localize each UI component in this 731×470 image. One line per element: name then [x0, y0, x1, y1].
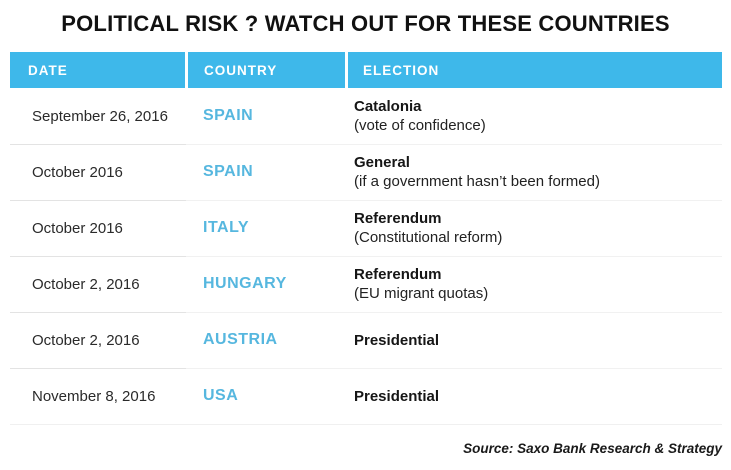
election-cell: Catalonia (vote of confidence) [345, 89, 722, 143]
date-cell: October 2016 [32, 163, 123, 181]
date-cell: October 2, 2016 [32, 331, 140, 349]
table-header: DATE COUNTRY ELECTION [10, 52, 722, 88]
country-cell: AUSTRIA [203, 331, 278, 348]
header-cell-date: DATE [28, 62, 68, 78]
table-bottom-rule [10, 424, 722, 425]
table-row: November 8, 2016 USA Presidential [10, 368, 722, 424]
table-row: October 2, 2016 AUSTRIA Presidential [10, 312, 722, 368]
table-row: October 2, 2016 HUNGARY Referendum (EU m… [10, 256, 722, 312]
source-credit: Source: Saxo Bank Research & Strategy [463, 441, 722, 456]
election-cell: Referendum (Constitutional reform) [345, 201, 722, 255]
header-cell-election: ELECTION [363, 62, 440, 78]
page-title: POLITICAL RISK ? WATCH OUT FOR THESE COU… [61, 11, 670, 36]
country-cell: SPAIN [203, 163, 254, 180]
election-cell: Referendum (EU migrant quotas) [345, 257, 722, 311]
table-row: September 26, 2016 SPAIN Catalonia (vote… [10, 88, 722, 144]
political-risk-table: DATE COUNTRY ELECTION September 26, 2016… [10, 52, 722, 425]
election-type: Referendum [354, 266, 442, 283]
date-cell: October 2016 [32, 219, 123, 237]
election-type: Presidential [354, 331, 440, 349]
election-cell: Presidential [345, 323, 722, 358]
election-cell: General (if a government hasn’t been for… [345, 145, 722, 199]
election-detail: (Constitutional reform) [354, 229, 503, 246]
election-type: General [354, 154, 410, 171]
election-detail: (if a government hasn’t been formed) [354, 173, 600, 190]
country-cell: SPAIN [203, 107, 254, 124]
date-cell: October 2, 2016 [32, 275, 140, 293]
country-cell: ITALY [203, 219, 250, 236]
country-cell: USA [203, 387, 239, 404]
country-cell: HUNGARY [203, 275, 287, 292]
table-row: October 2016 SPAIN General (if a governm… [10, 144, 722, 200]
election-type: Catalonia [354, 98, 422, 115]
election-type: Presidential [354, 387, 440, 405]
election-cell: Presidential [345, 379, 722, 414]
election-detail: (EU migrant quotas) [354, 285, 489, 302]
table-body: September 26, 2016 SPAIN Catalonia (vote… [10, 88, 722, 424]
date-cell: September 26, 2016 [32, 107, 168, 125]
table-row: October 2016 ITALY Referendum (Constitut… [10, 200, 722, 256]
column-divider [185, 52, 188, 88]
column-divider [345, 52, 348, 88]
election-type: Referendum [354, 210, 442, 227]
header-cell-country: COUNTRY [204, 62, 278, 78]
election-detail: (vote of confidence) [354, 117, 486, 134]
date-cell: November 8, 2016 [32, 387, 156, 405]
